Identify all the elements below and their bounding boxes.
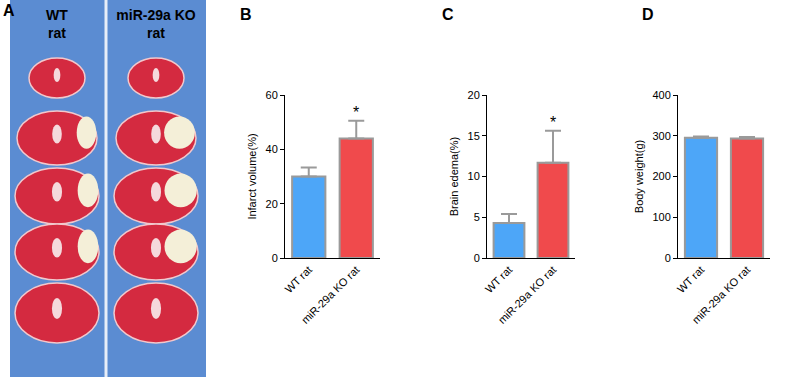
- svg-text:*: *: [550, 114, 556, 131]
- svg-text:*: *: [353, 104, 359, 121]
- svg-text:miR-29a KO rat: miR-29a KO rat: [299, 264, 362, 327]
- svg-text:Body weight(g): Body weight(g): [633, 140, 645, 213]
- svg-text:400: 400: [652, 89, 670, 101]
- svg-text:WT rat: WT rat: [483, 264, 515, 296]
- svg-text:20: 20: [266, 198, 278, 210]
- svg-text:Brain edema(%): Brain edema(%): [448, 137, 460, 216]
- svg-text:20: 20: [468, 89, 480, 101]
- svg-text:B: B: [240, 6, 252, 23]
- svg-text:rat: rat: [147, 25, 165, 41]
- svg-text:miR-29a KO rat: miR-29a KO rat: [496, 264, 559, 327]
- svg-text:0: 0: [665, 252, 671, 264]
- svg-text:C: C: [442, 6, 454, 23]
- svg-text:60: 60: [266, 89, 278, 101]
- svg-text:rat: rat: [48, 25, 66, 41]
- svg-text:5: 5: [474, 211, 480, 223]
- svg-text:miR-29a KO: miR-29a KO: [116, 7, 195, 23]
- svg-text:A: A: [3, 2, 15, 19]
- svg-text:0: 0: [272, 252, 278, 264]
- svg-text:Infarct volume(%): Infarct volume(%): [246, 133, 258, 219]
- svg-text:0: 0: [474, 252, 480, 264]
- svg-text:WT: WT: [46, 7, 68, 23]
- svg-text:300: 300: [652, 130, 670, 142]
- svg-text:100: 100: [652, 211, 670, 223]
- svg-text:WT rat: WT rat: [282, 264, 314, 296]
- svg-text:miR-29a KO rat: miR-29a KO rat: [690, 264, 753, 327]
- svg-text:15: 15: [468, 130, 480, 142]
- svg-text:10: 10: [468, 170, 480, 182]
- svg-text:D: D: [642, 6, 654, 23]
- svg-text:WT rat: WT rat: [675, 264, 707, 296]
- svg-text:40: 40: [266, 143, 278, 155]
- svg-text:200: 200: [652, 170, 670, 182]
